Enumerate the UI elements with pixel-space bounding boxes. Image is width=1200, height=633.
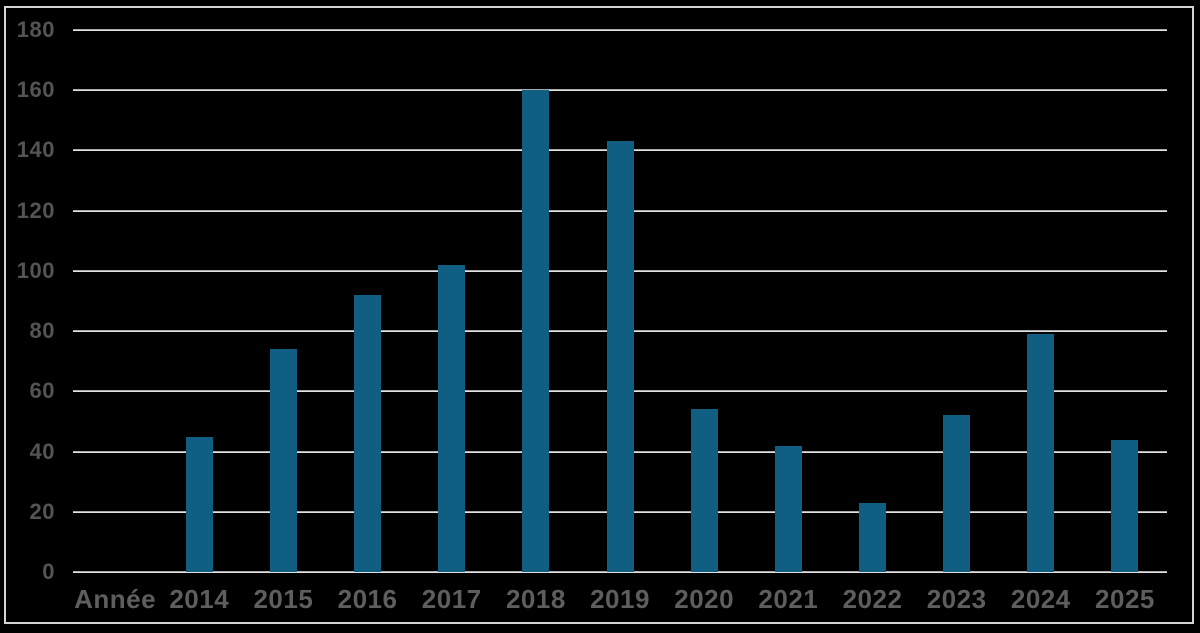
gridline-y-160 [73, 89, 1167, 92]
bar-2020 [690, 409, 718, 572]
y-tick-label-40: 40 [29, 438, 55, 464]
x-tick-label-2022: 2022 [842, 584, 903, 614]
x-tick-label-2014: 2014 [169, 584, 230, 614]
y-tick-label-60: 60 [29, 378, 55, 404]
bar-2021 [774, 445, 802, 572]
y-tick-label-100: 100 [16, 257, 55, 283]
x-tick-label-2017: 2017 [421, 584, 482, 614]
bar-2015 [269, 349, 297, 572]
y-tick-label-180: 180 [16, 17, 55, 42]
x-tick-label-2023: 2023 [926, 584, 987, 614]
bar-2025 [1111, 439, 1139, 572]
bar-2022 [858, 502, 886, 572]
bar-2024 [1027, 334, 1055, 572]
x-axis-tick-labels: Année 2014 2015 2016 2017 2018 2019 2020 2021 20… [73, 584, 1167, 614]
x-tick-label-2018: 2018 [505, 584, 566, 614]
y-tick-label-120: 120 [16, 197, 55, 223]
gridline-y-180 [73, 29, 1167, 31]
y-tick-label-80: 80 [29, 318, 55, 344]
plot-area [73, 29, 1167, 573]
y-tick-label-0: 0 [42, 559, 55, 584]
x-tick-label-2020: 2020 [674, 584, 735, 614]
x-tick-label-2015: 2015 [253, 584, 314, 614]
x-tick-label-2016: 2016 [337, 584, 398, 614]
bar-2017 [438, 264, 466, 572]
bar-2018 [522, 90, 550, 572]
y-tick-label-20: 20 [29, 498, 55, 524]
bar-2014 [185, 436, 213, 572]
gridline-y-0 [73, 571, 1167, 573]
bar-2023 [943, 415, 971, 572]
x-axis-label-annee: Année [74, 584, 157, 614]
y-tick-label-160: 160 [16, 77, 55, 103]
bar-2016 [354, 294, 382, 572]
x-tick-label-2021: 2021 [758, 584, 819, 614]
x-tick-label-2024: 2024 [1010, 584, 1071, 614]
x-tick-label-2025: 2025 [1095, 584, 1155, 614]
y-tick-label-140: 140 [16, 137, 55, 163]
x-tick-label-2019: 2019 [590, 584, 650, 614]
bar-2019 [606, 141, 634, 572]
